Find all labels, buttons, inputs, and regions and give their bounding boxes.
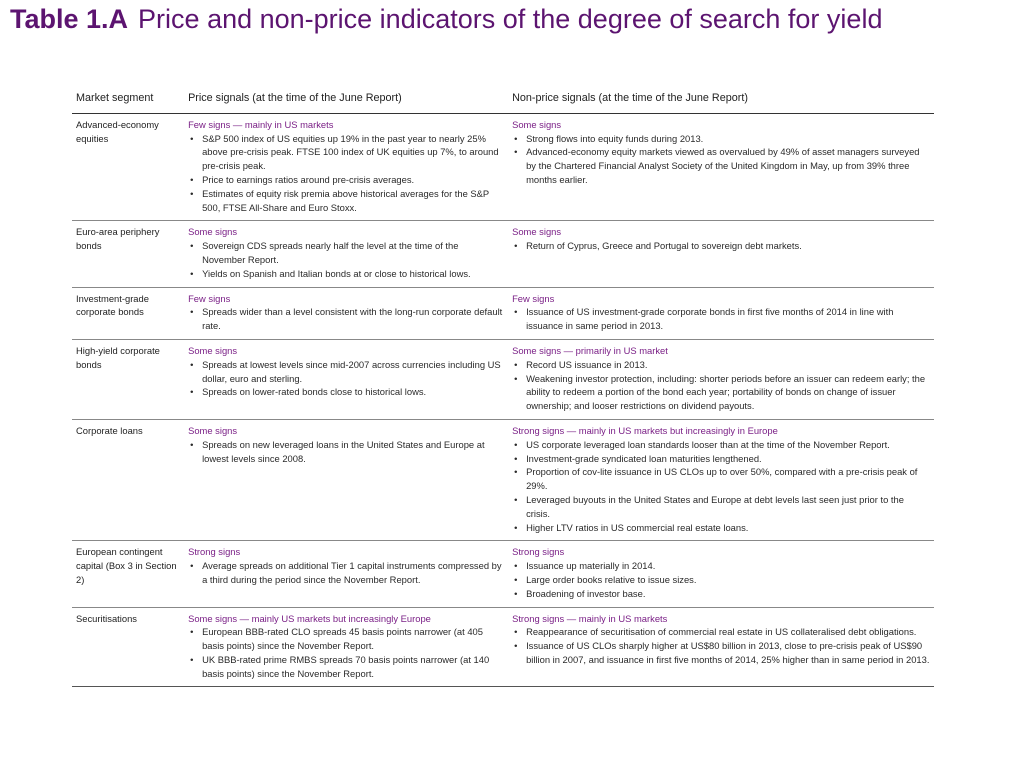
nonprice-signals-cell: Some signs Strong flows into equity funds…: [508, 113, 934, 222]
market-segment-cell: Securitisations: [72, 607, 185, 688]
price-bullet-list: Spreads on new leveraged loans in the Un…: [188, 438, 504, 466]
market-segment-cell: Euro-area periphery bonds: [72, 220, 185, 288]
header-row: Market segment Price signals (at the tim…: [72, 92, 934, 114]
price-signal-strength: Some signs: [188, 344, 238, 356]
nonprice-signal-strength: Strong signs: [512, 546, 565, 558]
bullet-item: Sovereign CDS spreads nearly half the le…: [188, 239, 504, 267]
bullet-item: Issuance up materially in 2014.: [512, 559, 930, 573]
bullet-item: Issuance of US CLOs sharply higher at US…: [512, 639, 930, 667]
bullet-item: Broadening of investor base.: [512, 587, 930, 601]
table-row: Securitisations Some signs — mainly US ma…: [72, 607, 934, 688]
header-nonprice-signals: Non-price signals (at the time of the Ju…: [508, 92, 934, 114]
price-signal-strength: Some signs: [188, 226, 238, 238]
bullet-item: UK BBB-rated prime RMBS spreads 70 basis…: [188, 653, 504, 681]
title-text: Price and non-price indicators of the de…: [138, 4, 883, 34]
price-signal-strength: Strong signs: [188, 546, 241, 558]
nonprice-signals-cell: Few signsIssuance of US investment-grade…: [508, 287, 934, 340]
nonprice-signals-cell: Some signsReturn of Cyprus, Greece and P…: [508, 220, 934, 288]
bullet-item: Estimates of equity risk premia above hi…: [188, 187, 504, 215]
table-row: Advanced-economy equities Few signs — mai…: [72, 113, 934, 222]
nonprice-bullet-list: Reappearance of securitisation of commer…: [512, 625, 930, 666]
bullet-item: Return of Cyprus, Greece and Portugal to…: [512, 239, 930, 253]
price-bullet-list: Spreads wider than a level consistent wi…: [188, 305, 504, 333]
bullet-item: Issuance of US investment-grade corporat…: [512, 305, 930, 333]
market-segment-cell: European contingent capital (Box 3 in Se…: [72, 540, 185, 608]
bullet-item: Proportion of cov-lite issuance in US CL…: [512, 465, 930, 493]
nonprice-bullet-list: Issuance of US investment-grade corporat…: [512, 305, 930, 333]
bullet-item: Higher LTV ratios in US commercial real …: [512, 521, 930, 535]
nonprice-bullet-list: US corporate leveraged loan standards lo…: [512, 438, 930, 535]
table-body: Advanced-economy equities Few signs — mai…: [72, 113, 934, 688]
price-bullet-list: Sovereign CDS spreads nearly half the le…: [188, 239, 504, 280]
nonprice-bullet-list: Strong flows into equity funds during 20…: [512, 132, 930, 187]
price-signals-cell: Some signs — mainly US markets but incre…: [184, 607, 509, 688]
price-signals-cell: Few signs — mainly in US markets S&P 500 …: [184, 113, 509, 222]
price-signal-strength: Few signs — mainly in US markets: [188, 118, 334, 130]
bullet-item: Large order books relative to issue size…: [512, 573, 930, 587]
nonprice-signal-strength: Strong signs — mainly in US markets but …: [512, 424, 778, 436]
price-bullet-list: S&P 500 index of US equities up 19% in t…: [188, 132, 504, 215]
header-price-signals: Price signals (at the time of the June R…: [184, 92, 509, 114]
bullet-item: S&P 500 index of US equities up 19% in t…: [188, 132, 504, 173]
market-segment-cell: High-yield corporate bonds: [72, 339, 185, 420]
nonprice-signal-strength: Few signs: [512, 292, 555, 304]
bullet-item: Reappearance of securitisation of commer…: [512, 625, 930, 639]
market-segment-cell: Advanced-economy equities: [72, 113, 185, 222]
nonprice-bullet-list: Record US issuance in 2013.Weakening inv…: [512, 358, 930, 413]
price-signal-strength: Few signs: [188, 292, 231, 304]
price-signals-cell: Some signs Spreads on new leveraged loans…: [184, 419, 509, 542]
bullet-item: Leveraged buyouts in the United States a…: [512, 493, 930, 521]
bullet-item: European BBB-rated CLO spreads 45 basis …: [188, 625, 504, 653]
market-segment-cell: Investment-grade corporate bonds: [72, 287, 185, 340]
nonprice-signals-cell: Strong signs — mainly in US markets but …: [508, 419, 934, 542]
nonprice-signal-strength: Some signs — primarily in US market: [512, 344, 668, 356]
price-bullet-list: European BBB-rated CLO spreads 45 basis …: [188, 625, 504, 680]
bullet-item: Spreads wider than a level consistent wi…: [188, 305, 504, 333]
bullet-item: Record US issuance in 2013.: [512, 358, 930, 372]
price-signals-cell: Few signsSpreads wider than a level cons…: [184, 287, 509, 340]
nonprice-bullet-list: Return of Cyprus, Greece and Portugal to…: [512, 239, 930, 253]
nonprice-signals-cell: Strong signsIssuance up materially in 20…: [508, 540, 934, 608]
bullet-item: Price to earnings ratios around pre-cris…: [188, 173, 504, 187]
nonprice-signals-cell: Some signs — primarily in US market Recor…: [508, 339, 934, 420]
header-market-segment: Market segment: [72, 92, 185, 114]
price-bullet-list: Average spreads on additional Tier 1 cap…: [188, 559, 504, 587]
bullet-item: Average spreads on additional Tier 1 cap…: [188, 559, 504, 587]
price-signals-cell: Some signs Spreads at lowest levels since…: [184, 339, 509, 420]
market-segment-cell: Corporate loans: [72, 419, 185, 542]
price-bullet-list: Spreads at lowest levels since mid-2007 …: [188, 358, 504, 399]
price-signal-strength: Some signs: [188, 424, 238, 436]
nonprice-signal-strength: Strong signs — mainly in US markets: [512, 612, 668, 624]
table-row: European contingent capital (Box 3 in Se…: [72, 540, 934, 608]
nonprice-signal-strength: Some signs: [512, 118, 562, 130]
table-row: Investment-grade corporate bonds Few sign…: [72, 287, 934, 340]
table-label: Table 1.A: [10, 4, 129, 34]
search-for-yield-table: Market segment Price signals (at the tim…: [72, 92, 934, 688]
nonprice-signals-cell: Strong signs — mainly in US marketsReapp…: [508, 607, 934, 688]
bullet-item: Weakening investor protection, including…: [512, 372, 930, 413]
bullet-item: Advanced-economy equity markets viewed a…: [512, 145, 930, 186]
slide-title: Table 1.A Price and non-price indicators …: [10, 2, 1010, 36]
bullet-item: Spreads on lower-rated bonds close to hi…: [188, 385, 504, 399]
bullet-item: Investment-grade syndicated loan maturit…: [512, 452, 930, 466]
bullet-item: Strong flows into equity funds during 20…: [512, 132, 930, 146]
bullet-item: US corporate leveraged loan standards lo…: [512, 438, 930, 452]
nonprice-bullet-list: Issuance up materially in 2014.Large ord…: [512, 559, 930, 600]
price-signals-cell: Strong signsAverage spreads on additiona…: [184, 540, 509, 608]
bullet-item: Spreads on new leveraged loans in the Un…: [188, 438, 504, 466]
bullet-item: Spreads at lowest levels since mid-2007 …: [188, 358, 504, 386]
nonprice-signal-strength: Some signs: [512, 226, 562, 238]
bullet-item: Yields on Spanish and Italian bonds at o…: [188, 267, 504, 281]
price-signal-strength: Some signs — mainly US markets but incre…: [188, 612, 431, 624]
price-signals-cell: Some signsSovereign CDS spreads nearly h…: [184, 220, 509, 288]
